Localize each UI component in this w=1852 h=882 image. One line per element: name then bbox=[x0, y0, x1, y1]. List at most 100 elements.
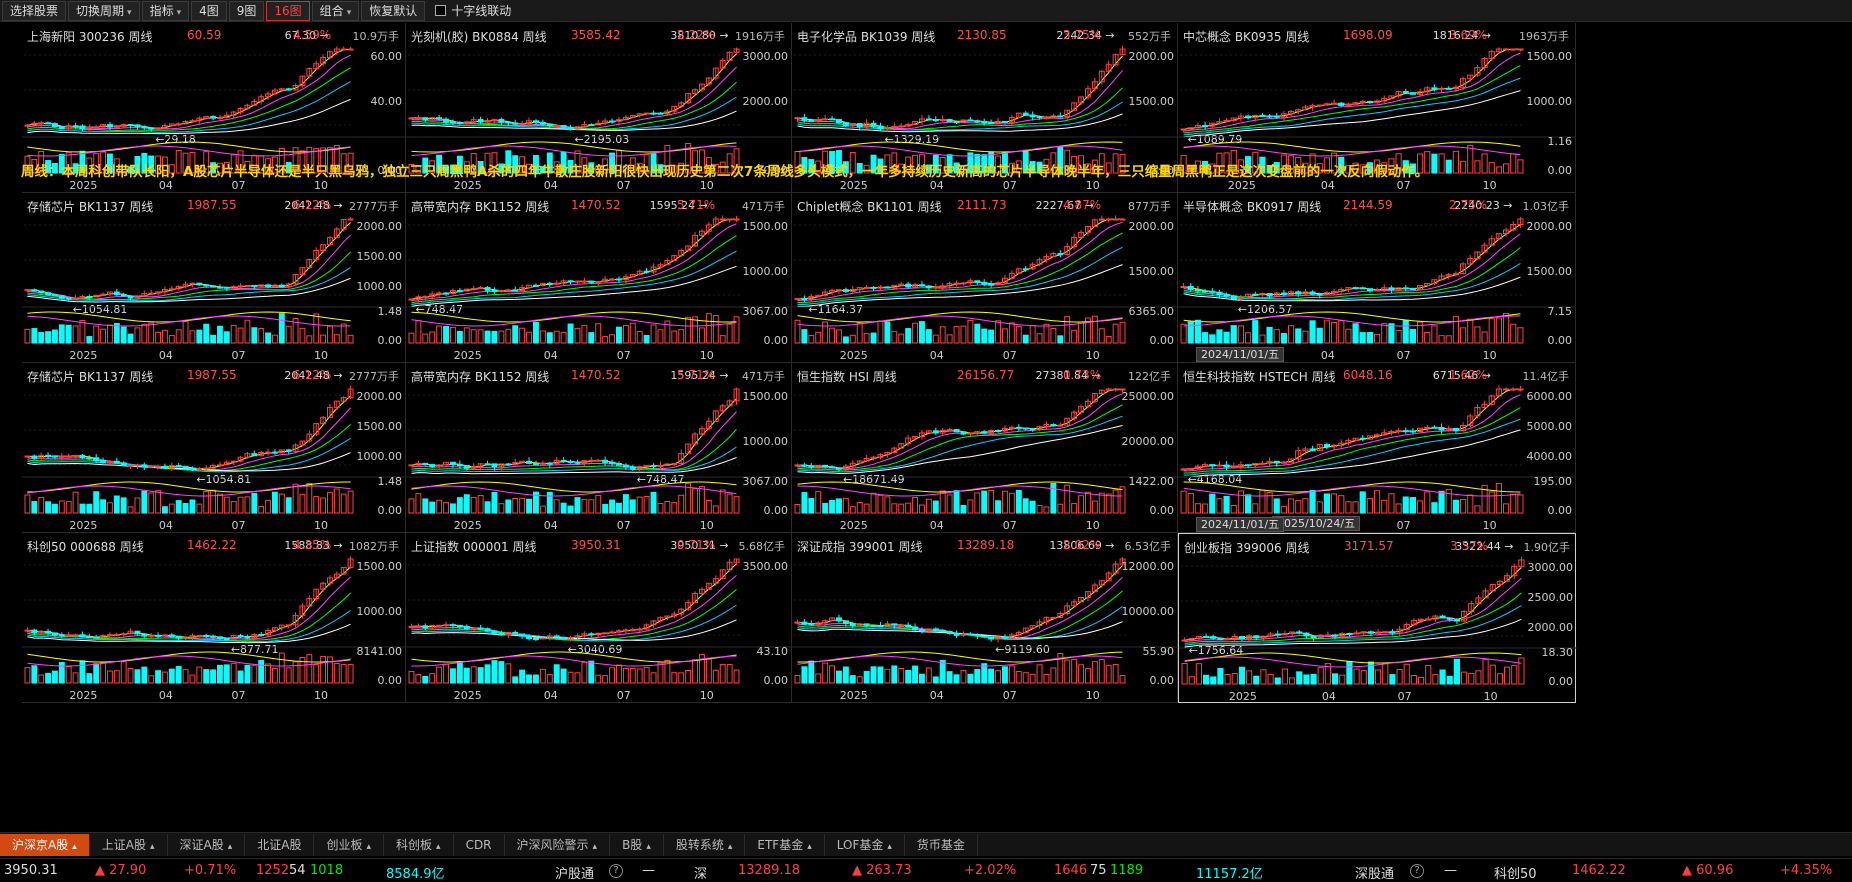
security-name[interactable]: 深证成指 399001 周线 bbox=[797, 540, 923, 554]
tab-11[interactable]: LOF基金 ▴ bbox=[825, 833, 905, 856]
volume-bar bbox=[327, 147, 333, 174]
security-name[interactable]: 光刻机(胶) BK0884 周线 bbox=[411, 30, 547, 44]
change-pct: 3.75% bbox=[1063, 28, 1102, 42]
kline-panel[interactable]: 1595.24 → ←748.47 1500.00 1000.00 3067.00 0.0… bbox=[406, 193, 792, 363]
security-name[interactable]: Chiplet概念 BK1101 周线 bbox=[797, 200, 942, 214]
x-axis-label: 2025 bbox=[69, 689, 97, 702]
volume-bar bbox=[93, 152, 100, 174]
panel-header: 存储芯片 BK1137 周线 1987.55 6.12% 2777万手 bbox=[27, 198, 399, 215]
kline-chart[interactable]: 1588.83 →←877.711500.001000.008141.000.0… bbox=[22, 533, 406, 703]
volume-bar bbox=[678, 494, 685, 514]
select-stock-button[interactable]: 选择股票 bbox=[2, 0, 67, 21]
restore-default-button[interactable]: 恢复默认 bbox=[361, 0, 426, 21]
security-name[interactable]: 创业板指 399006 周线 bbox=[1184, 541, 1310, 555]
kline-panel[interactable]: 3322.44 → ←1756.64 3000.00 2500.00 2000.00 18… bbox=[1178, 533, 1577, 704]
security-name[interactable]: 存储芯片 BK1137 周线 bbox=[27, 200, 154, 214]
tab-7[interactable]: 沪深风险警示 ▴ bbox=[505, 833, 611, 856]
kline-panel[interactable]: 2042.48 → ←1054.81 2000.00 1500.00 1000.00 1.… bbox=[22, 193, 406, 363]
checkbox-icon[interactable] bbox=[435, 5, 447, 16]
kline-panel[interactable]: 1588.83 → ←877.71 1500.00 1000.00 8141.00 0.0… bbox=[22, 533, 406, 703]
crosshair-sync-checkbox[interactable]: 十字线联动 bbox=[435, 2, 511, 19]
combo-button[interactable]: 组合 ▾ bbox=[311, 0, 360, 21]
candle bbox=[1481, 242, 1488, 253]
kline-panel[interactable]: 67.30 → ←29.18 60.00 40.00 0.00 2025 04 07 10 上海新… bbox=[22, 23, 406, 193]
ma-line bbox=[411, 398, 737, 469]
security-name[interactable]: 半导体概念 BK0917 周线 bbox=[1183, 200, 1322, 214]
kline-panel[interactable]: 3810.80 → ←2195.03 3000.00 2000.00 0.00 2025 0… bbox=[406, 23, 792, 193]
kline-chart[interactable]: 1816.24 →←1089.791500.001000.001.160.002… bbox=[1178, 23, 1576, 193]
candle bbox=[1424, 85, 1431, 95]
kline-panel[interactable]: 13806.69 → ←9119.60 12000.00 10000.00 55.90 0… bbox=[792, 533, 1178, 703]
volume-bar bbox=[491, 152, 498, 174]
candle bbox=[629, 627, 636, 632]
volume-bar bbox=[726, 663, 733, 684]
kline-panel[interactable]: 2240.23 →←1206.572000.001500.007.150.002… bbox=[1178, 193, 1576, 363]
view-16-button[interactable]: 16图 bbox=[266, 0, 310, 21]
security-name[interactable]: 恒生科技指数 HSTECH 周线 bbox=[1183, 370, 1336, 384]
kline-chart[interactable]: 13806.69 →←9119.6012000.0010000.0055.900… bbox=[792, 533, 1178, 703]
candle bbox=[1281, 630, 1289, 636]
volume-bar bbox=[1352, 501, 1359, 514]
kline-chart[interactable]: 1595.24 →←748.471500.001000.003067.000.0… bbox=[406, 363, 792, 533]
security-name[interactable]: 科创50 000688 周线 bbox=[27, 540, 144, 554]
tab-1[interactable]: 上证A股 ▴ bbox=[90, 833, 168, 856]
help-icon[interactable]: ? bbox=[1410, 864, 1424, 878]
volume-bar bbox=[72, 163, 79, 174]
kline-chart[interactable]: 1595.24 →←748.471500.001000.003067.000.0… bbox=[406, 193, 792, 363]
kline-chart[interactable]: 2240.23 →←1206.572000.001500.007.150.002… bbox=[1178, 193, 1576, 363]
candle bbox=[340, 396, 347, 402]
view-9-button[interactable]: 9图 bbox=[228, 0, 265, 21]
kline-chart[interactable]: 3322.44 →←1756.643000.002500.002000.0018… bbox=[1179, 534, 1577, 704]
kline-chart[interactable]: 2227.67 →←1164.372000.001500.006365.000.… bbox=[792, 193, 1178, 363]
tab-3[interactable]: 北证A股 bbox=[245, 833, 315, 856]
kline-panel[interactable]: 3950.31 → ←3040.69 3500.00 43.10 0.00 2025 04 0… bbox=[406, 533, 792, 703]
security-name[interactable]: 存储芯片 BK1137 周线 bbox=[27, 370, 154, 384]
kline-panel[interactable]: 1595.24 → ←748.47 1500.00 1000.00 3067.00 0.0… bbox=[406, 363, 792, 533]
security-name[interactable]: 上证指数 000001 周线 bbox=[411, 540, 537, 554]
tab-4[interactable]: 创业板 ▴ bbox=[314, 833, 385, 856]
kline-panel[interactable]: 1816.24 → ←1089.79 1500.00 1000.00 1.16 0.00 2… bbox=[1178, 23, 1576, 193]
candle bbox=[65, 297, 72, 302]
tab-label: 创业板 bbox=[326, 837, 363, 852]
candle bbox=[856, 123, 863, 131]
security-name[interactable]: 中芯概念 BK0935 周线 bbox=[1183, 30, 1310, 44]
tab-10[interactable]: ETF基金 ▴ bbox=[745, 833, 825, 856]
kline-panel[interactable]: 6715.46 → ←4168.04 6000.00 5000.00 4000.00 19… bbox=[1178, 363, 1576, 533]
kline-panel[interactable]: 2042.48 → ←1054.81 2000.00 1500.00 1000.00 1.… bbox=[22, 363, 406, 533]
tab-5[interactable]: 科创板 ▴ bbox=[384, 833, 454, 856]
switch-period-button[interactable]: 切换周期 ▾ bbox=[68, 0, 140, 21]
kline-chart[interactable]: 2042.48 →←1054.812000.001500.001000.001.… bbox=[22, 193, 406, 363]
tab-6[interactable]: CDR bbox=[454, 833, 505, 856]
kline-chart[interactable]: 2042.48 →←1054.812000.001500.001000.001.… bbox=[22, 363, 406, 533]
volume-label: 5.68亿手 bbox=[738, 540, 786, 553]
volume-bar bbox=[65, 665, 72, 684]
tab-0[interactable]: 沪深京A股 ▴ bbox=[0, 833, 90, 856]
tab-12[interactable]: 货币基金 bbox=[905, 833, 978, 856]
indicator-button[interactable]: 指标 ▾ bbox=[141, 0, 190, 21]
sgt-label[interactable]: 深股通 bbox=[1355, 867, 1395, 882]
kline-chart[interactable]: 27381.84 →←18671.4925000.0020000.001422.… bbox=[792, 363, 1178, 533]
kline-panel[interactable]: 2227.67 → ←1164.37 2000.00 1500.00 6365.00 0.… bbox=[792, 193, 1178, 363]
security-name[interactable]: 电子化学品 BK1039 周线 bbox=[797, 30, 936, 44]
security-name[interactable]: 高带宽内存 BK1152 周线 bbox=[411, 370, 550, 384]
security-name[interactable]: 上海新阳 300236 周线 bbox=[27, 30, 153, 44]
security-name[interactable]: 高带宽内存 BK1152 周线 bbox=[411, 200, 550, 214]
volume-bar bbox=[333, 334, 340, 344]
sz-down-count: 1189 bbox=[1110, 863, 1144, 878]
view-4-button[interactable]: 4图 bbox=[191, 0, 227, 21]
kline-panel[interactable]: 27381.84 → ←18671.49 25000.00 20000.00 1422.… bbox=[792, 363, 1178, 533]
tab-9[interactable]: 股转系统 ▴ bbox=[664, 833, 746, 856]
kline-chart[interactable]: 6715.46 →←4168.046000.005000.004000.0019… bbox=[1178, 363, 1576, 533]
tab-8[interactable]: B股 ▴ bbox=[610, 833, 664, 856]
help-icon[interactable]: ? bbox=[609, 864, 623, 878]
security-name[interactable]: 恒生指数 HSI 周线 bbox=[797, 370, 897, 384]
kline-panel[interactable]: 2242.34 → ←1329.19 2000.00 1500.00 0.00 2025 0… bbox=[792, 23, 1178, 193]
crosshair-date-tag: 2024/11/01/五 bbox=[1196, 517, 1285, 532]
hgt-label[interactable]: 沪股通 bbox=[555, 867, 595, 882]
last-price: 1470.52 bbox=[571, 198, 621, 212]
tab-2[interactable]: 深证A股 ▴ bbox=[168, 833, 246, 856]
